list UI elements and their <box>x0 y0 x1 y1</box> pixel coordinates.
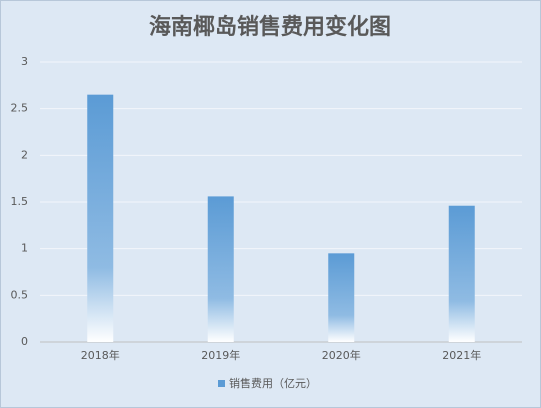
x-tick-label: 2018年 <box>81 348 120 362</box>
x-tick-label: 2020年 <box>322 348 361 362</box>
y-tick-label: 2 <box>21 148 28 161</box>
bar <box>328 253 355 342</box>
bar <box>448 205 475 342</box>
y-tick-label: 2.5 <box>11 102 29 115</box>
y-tick-label: 0.5 <box>11 288 29 301</box>
y-tick-label: 1.5 <box>11 195 29 208</box>
y-tick-label: 1 <box>21 242 28 255</box>
x-tick-label: 2021年 <box>442 348 481 362</box>
bar <box>207 196 234 342</box>
legend-label: 销售费用（亿元） <box>229 376 317 390</box>
y-tick-label: 0 <box>21 335 28 348</box>
chart-title: 海南椰岛销售费用变化图 <box>149 14 391 40</box>
y-tick-label: 3 <box>21 55 28 68</box>
bar <box>87 94 114 343</box>
legend-swatch <box>218 380 225 387</box>
x-tick-label: 2019年 <box>201 348 240 362</box>
